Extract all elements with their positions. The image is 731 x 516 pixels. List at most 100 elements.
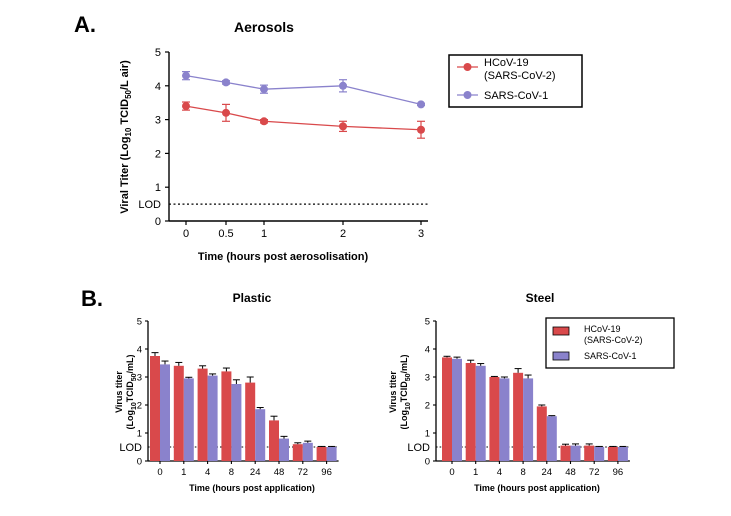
plastic-x-tick-label: 72 bbox=[298, 467, 309, 478]
aerosols-legend: HCoV-19 (SARS-CoV-2) SARS-CoV-1 bbox=[448, 54, 583, 108]
legend-swatch-sars2 bbox=[552, 326, 570, 336]
steel-bar-1-6 bbox=[594, 447, 605, 461]
plastic-y-axis-label: Virus titer (Log10TCID50/mL) bbox=[114, 354, 138, 429]
steel-y-tick-label: 4 bbox=[425, 345, 430, 356]
steel-bar-1-4 bbox=[546, 416, 557, 461]
aerosols-y-tick-label: 3 bbox=[155, 115, 161, 127]
steel-x-axis-label: Time (hours post application) bbox=[474, 483, 600, 493]
aerosols-series-line-0 bbox=[185, 105, 422, 131]
plastic-bar-1-7 bbox=[326, 447, 337, 461]
plastic-marks bbox=[150, 352, 337, 461]
plastic-lod-label: LOD bbox=[119, 442, 142, 454]
aerosols-lod-label: LOD bbox=[138, 199, 161, 211]
plastic-bar-1-6 bbox=[302, 442, 313, 461]
steel-x-tick-label: 0 bbox=[449, 467, 454, 478]
aerosols-title: Aerosols bbox=[234, 19, 294, 35]
steel-marks bbox=[442, 355, 628, 461]
steel-bar-1-0 bbox=[452, 358, 462, 461]
plastic-bar-1-1 bbox=[183, 378, 194, 461]
aerosols-x-tick-label: 2 bbox=[340, 228, 346, 240]
plastic-y-tick-label: 0 bbox=[137, 457, 142, 468]
steel-bar-1-7 bbox=[617, 447, 628, 461]
aerosols-point-0-2 bbox=[260, 117, 268, 126]
legend-marker-sars2 bbox=[463, 63, 472, 71]
plastic-x-tick-label: 96 bbox=[321, 467, 332, 478]
steel-bar-1-3 bbox=[523, 378, 534, 461]
aerosols-y-tick-label: 4 bbox=[155, 81, 161, 93]
steel-bar-0-4 bbox=[536, 406, 547, 461]
steel-bar-0-5 bbox=[560, 445, 571, 461]
aerosols-chart: Aerosols 0 1 2 3 4 5 0 0.5 1 2 3 LOD Time (hours po… bbox=[119, 19, 583, 263]
aerosols-point-0-3 bbox=[339, 122, 347, 131]
steel-x-tick-label: 4 bbox=[497, 467, 502, 478]
steel-legend-label-sars1: SARS-CoV-1 bbox=[584, 351, 637, 361]
plastic-x-tick-label: 1 bbox=[181, 467, 186, 478]
plastic-bar-0-0 bbox=[150, 356, 160, 461]
aerosols-point-1-0 bbox=[182, 71, 190, 80]
legend-label-sars1: SARS-CoV-1 bbox=[484, 90, 548, 102]
legend-marker-sars1 bbox=[463, 91, 472, 99]
svg-text:(Log10TCID50/mL): (Log10TCID50/mL) bbox=[399, 354, 412, 429]
steel-bar-1-2 bbox=[499, 378, 510, 461]
steel-y-tick-label: 5 bbox=[425, 317, 430, 328]
steel-y-tick-label: 1 bbox=[425, 429, 430, 440]
steel-bar-0-1 bbox=[465, 363, 476, 461]
svg-text:Virus titer: Virus titer bbox=[114, 371, 124, 413]
plastic-bar-1-0 bbox=[160, 364, 170, 461]
steel-x-tick-label: 96 bbox=[613, 467, 624, 478]
steel-bar-0-0 bbox=[442, 357, 452, 461]
aerosols-x-axis-label: Time (hours post aerosolisation) bbox=[198, 251, 369, 263]
aerosols-point-1-3 bbox=[339, 81, 347, 90]
steel-x-tick-label: 1 bbox=[473, 467, 478, 478]
svg-text:(Log10TCID50/mL): (Log10TCID50/mL) bbox=[125, 354, 138, 429]
plastic-y-tick-label: 1 bbox=[137, 429, 142, 440]
aerosols-point-0-4 bbox=[417, 125, 425, 134]
steel-y-tick-label: 2 bbox=[425, 401, 430, 412]
legend-label-sars2: HCoV-19 bbox=[484, 57, 529, 69]
plastic-y-tick-label: 5 bbox=[137, 317, 142, 328]
plastic-bar-0-5 bbox=[269, 420, 279, 461]
aerosols-y-tick-label: 5 bbox=[155, 47, 161, 59]
steel-x-tick-label: 8 bbox=[520, 467, 525, 478]
steel-x-tick-label: 72 bbox=[589, 467, 600, 478]
aerosols-y-tick-label: 0 bbox=[155, 216, 161, 228]
aerosols-point-1-4 bbox=[417, 100, 425, 109]
plastic-bar-1-4 bbox=[255, 409, 266, 461]
plastic-bar-0-7 bbox=[316, 447, 327, 461]
plastic-y-tick-label: 2 bbox=[137, 401, 142, 412]
aerosols-point-0-1 bbox=[222, 108, 230, 117]
aerosols-point-1-2 bbox=[260, 85, 268, 94]
aerosols-x-tick-label: 0 bbox=[183, 228, 189, 240]
steel-legend: HCoV-19 (SARS-CoV-2) SARS-CoV-1 bbox=[545, 317, 675, 369]
plastic-x-tick-label: 8 bbox=[229, 467, 234, 478]
steel-bar-0-7 bbox=[607, 447, 618, 461]
plastic-bar-1-3 bbox=[231, 384, 242, 461]
aerosols-y-tick-label: 1 bbox=[155, 182, 161, 194]
plastic-x-tick-label: 24 bbox=[250, 467, 261, 478]
steel-bar-0-6 bbox=[584, 445, 595, 461]
plastic-x-axis-label: Time (hours post application) bbox=[189, 483, 315, 493]
steel-x-tick-label: 24 bbox=[542, 467, 553, 478]
panel-a-letter: A. bbox=[74, 12, 96, 37]
plastic-bar-0-6 bbox=[292, 444, 303, 461]
steel-bar-0-3 bbox=[513, 372, 524, 461]
steel-bar-0-2 bbox=[489, 377, 500, 461]
steel-y-tick-label: 3 bbox=[425, 373, 430, 384]
plastic-bar-0-3 bbox=[221, 371, 232, 461]
steel-legend-label-sars2: HCoV-19 bbox=[584, 324, 621, 334]
plastic-x-tick-label: 4 bbox=[205, 467, 210, 478]
aerosols-x-tick-label: 3 bbox=[418, 228, 424, 240]
steel-x-tick-label: 48 bbox=[565, 467, 576, 478]
steel-legend-label-sars2-line2: (SARS-CoV-2) bbox=[584, 335, 643, 345]
aerosols-axes: 0 1 2 3 4 5 0 0.5 1 2 3 LOD bbox=[138, 47, 428, 240]
aerosols-y-axis-label: Viral Titer (Log10 TCID50/L air) bbox=[119, 60, 133, 214]
plastic-x-tick-label: 48 bbox=[274, 467, 285, 478]
legend-label-sars2-line2: (SARS-CoV-2) bbox=[484, 70, 556, 82]
plastic-bar-0-4 bbox=[245, 382, 256, 461]
aerosols-marks bbox=[182, 71, 425, 139]
plastic-x-tick-label: 0 bbox=[157, 467, 162, 478]
plastic-bar-0-2 bbox=[197, 368, 208, 461]
